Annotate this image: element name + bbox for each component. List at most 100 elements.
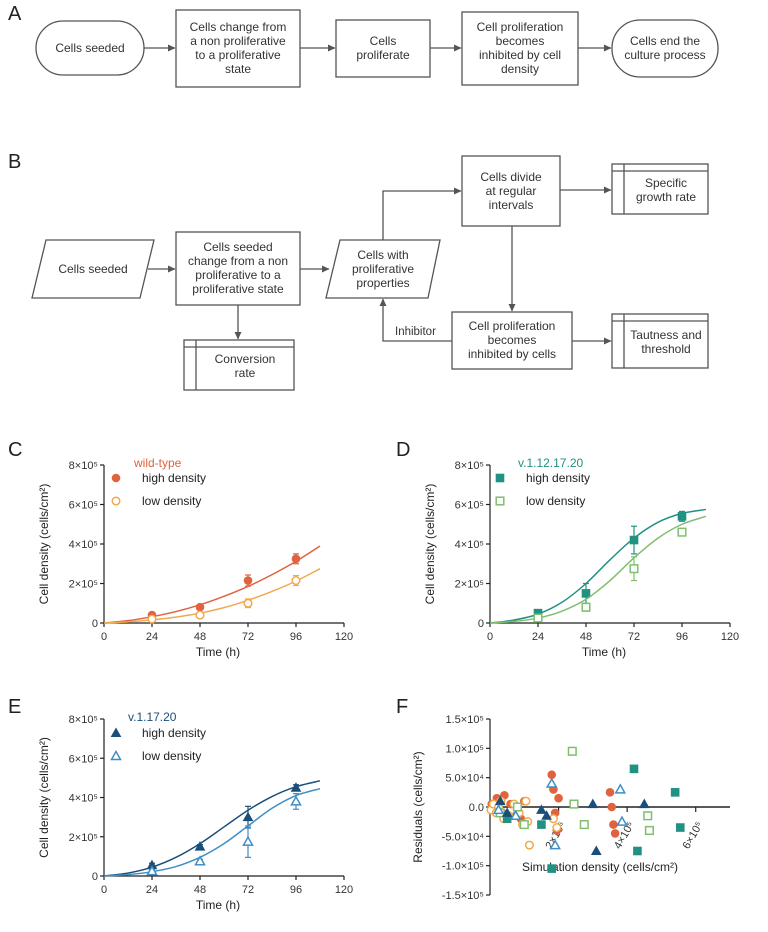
y-tick-label: 4×10⁵ [69,539,98,551]
label-line: properties [356,276,409,290]
residual-point [541,810,552,820]
label-line: at regular [486,184,537,198]
b-divide-box [461,155,561,227]
step-inhibited [461,11,579,86]
residual-point [569,799,579,809]
residual-point [545,777,558,788]
data-point [629,564,639,574]
x-tick-label: 120 [721,631,739,643]
fit-curve [103,787,321,877]
chart-title: wild-type [133,456,182,470]
x-tick-label: 24 [146,884,158,896]
b-tautness-box [611,313,709,369]
y-axis-title: Residuals (cells/cm²) [411,751,425,862]
fit-curve [103,568,321,624]
y-tick-label: 0.0 [469,802,484,814]
residual-point [501,807,513,817]
data-point [677,527,687,537]
b-growth-rate-label: Specific growth rate [636,176,696,204]
y-tick-label: 8×10⁵ [69,460,98,472]
step-cells-seeded-label: Cells seeded [55,41,124,55]
fit-curve [103,545,321,624]
data-point [194,855,206,866]
data-point [242,811,254,822]
residual-point [554,793,563,803]
x-axis-title: Time (h) [582,645,626,659]
label-line: Specific [645,176,687,190]
data-point [581,602,591,612]
label-line: inhibited by cells [468,347,556,361]
y-axis-title: Cell density (cells/cm²) [37,484,51,605]
label-line: Cells [370,34,397,48]
chart-title: v.1.17.20 [128,710,177,724]
x-tick-label: 72 [628,631,640,643]
label-line: becomes [488,333,537,347]
y-tick-label: 8×10⁵ [69,714,98,726]
panel-letter-b: B [8,151,21,173]
residual-point [521,796,531,806]
legend-label: high density [142,726,206,740]
legend-label: low density [142,749,201,763]
data-point [581,589,591,598]
x-tick-label: 0 [101,631,107,643]
residual-point [537,820,546,829]
legend-label: high density [526,471,590,485]
x-tick-label: 96 [290,884,302,896]
residual-point [610,829,620,838]
fit-curve [103,780,321,877]
legend-label: high density [142,471,206,485]
residual-point [616,815,628,826]
y-tick-label: 0 [92,871,98,883]
x-tick-label: 48 [194,884,206,896]
legend-marker [111,473,121,483]
residual-point [492,803,505,815]
label-line: threshold [641,342,690,356]
residual-point [567,746,577,756]
data-point [290,795,302,806]
x-tick-label: 0 [101,884,107,896]
residual-point [605,788,615,797]
label-line: proliferative to a [195,268,281,282]
x-tick-label: 72 [242,631,254,643]
data-point [195,610,205,620]
y-tick-label: 2×10⁵ [69,579,98,591]
residual-point [549,839,561,850]
label-line: Cells seeded [203,240,272,254]
label-line: Cells seeded [58,262,127,276]
label-line: Cell proliferation [477,20,564,34]
y-tick-label: 0 [92,618,98,630]
residual-point [494,795,506,806]
x-tick-label: 24 [146,631,158,643]
data-point [195,602,205,612]
legend-marker [111,496,121,506]
data-point [533,613,543,623]
residual-point [590,845,602,855]
residual-point [643,811,653,821]
residual-point [633,846,642,856]
residual-point [607,802,617,812]
chart-e: 0 24 48 72 96 120 0 2×10⁵ 4×10⁵ 6×10⁵ 8×10⁵ Time (h… [37,710,353,912]
y-axis-title: Cell density (cells/cm²) [423,484,437,605]
data-point [291,554,301,564]
label-line: Cells with [357,248,408,262]
data-point [243,576,253,585]
step-change-state [175,9,301,88]
step-change-state-label: Cells change from a non proliferative to a… [190,20,287,76]
b-inhibitor-label: Inhibitor [395,326,436,338]
y-tick-label: -1.5×10⁵ [442,890,484,902]
label-line: Cell proliferation [469,319,556,333]
x-tick-label: 48 [580,631,592,643]
label-line: becomes [496,34,545,48]
label-line: Tautness and [630,328,701,342]
panel-a: A Cells seeded Cells change from a non pr… [8,3,719,88]
y-tick-label: 6×10⁵ [455,500,484,512]
data-point [629,535,639,545]
y-tick-label: 4×10⁵ [69,793,98,805]
legend-marker [110,749,122,761]
panel-b: B Cells seeded Cells seeded change from a… [8,151,709,391]
residual-point [675,823,685,832]
residual-point [638,798,650,809]
label-line: to a proliferative [195,48,281,62]
label-line: a non proliferative [190,34,286,48]
